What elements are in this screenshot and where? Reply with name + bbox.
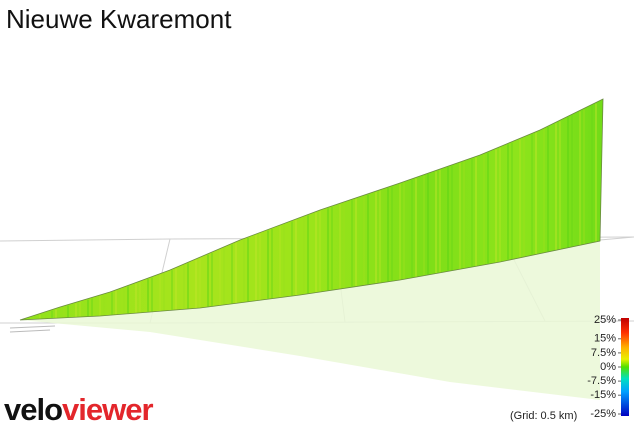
logo-part: viewer: [62, 392, 153, 425]
logo: veloviewer: [4, 392, 153, 425]
scale-tick-label: 25%: [594, 314, 616, 326]
scale-tick-label: 15%: [594, 333, 616, 345]
title: Nieuwe Kwaremont: [6, 4, 232, 34]
grid-note: (Grid: 0.5 km): [510, 410, 577, 422]
scale-tick-label: -15%: [590, 389, 616, 401]
color-scale: [621, 318, 629, 416]
scale-tick-label: -7.5%: [587, 375, 616, 387]
profile-shadow: [20, 241, 600, 400]
profile-face: [19, 98, 604, 321]
scale-tick-label: -25%: [590, 408, 616, 420]
scale-tick-label: 7.5%: [591, 347, 616, 359]
scale-tick-label: 0%: [600, 361, 616, 373]
logo-part: velo: [4, 392, 62, 425]
profile-stripes: [39, 103, 597, 319]
start-marker: [9, 325, 56, 333]
